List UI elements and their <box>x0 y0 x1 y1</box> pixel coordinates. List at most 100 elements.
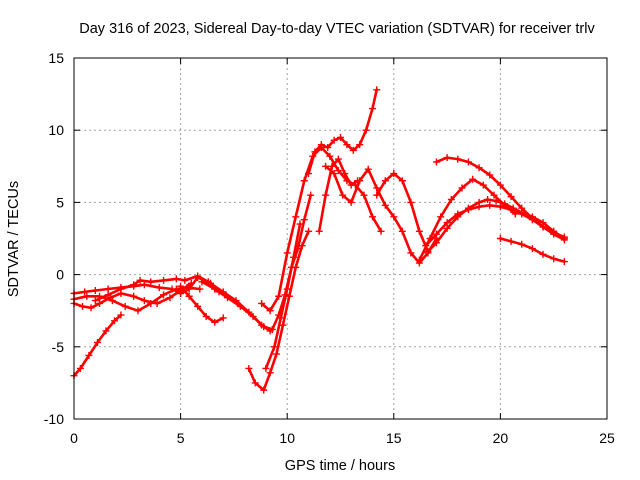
data-point-marker <box>185 285 193 293</box>
data-point-marker <box>277 314 285 322</box>
data-point-marker <box>486 201 494 209</box>
data-point-marker <box>194 273 202 281</box>
data-point-marker <box>539 223 547 231</box>
data-point-marker <box>134 307 142 315</box>
data-point-marker <box>236 302 244 310</box>
x-tick-label: 10 <box>279 430 295 446</box>
data-point-marker <box>458 184 466 192</box>
data-point-marker <box>85 351 93 359</box>
y-tick-label: -10 <box>44 411 64 427</box>
grid-lines <box>74 58 607 419</box>
data-point-marker <box>368 213 376 221</box>
data-point-marker <box>279 321 287 329</box>
data-point-marker <box>194 302 202 310</box>
data-point-marker <box>415 227 423 235</box>
data-point-marker <box>91 286 99 294</box>
series-line-sat-f <box>179 276 272 333</box>
data-point-marker <box>79 302 87 310</box>
data-point-marker <box>102 327 110 335</box>
data-point-marker <box>424 247 432 255</box>
data-point-marker <box>347 198 355 206</box>
data-point-marker <box>432 239 440 247</box>
data-point-marker <box>328 162 336 170</box>
data-point-marker <box>249 312 257 320</box>
series-line-sat-k <box>260 146 383 313</box>
data-point-marker <box>507 237 515 245</box>
data-point-marker <box>390 213 398 221</box>
data-point-marker <box>341 170 349 178</box>
data-point-marker <box>479 181 487 189</box>
data-point-marker <box>285 292 293 300</box>
data-point-marker <box>339 191 347 199</box>
data-point-marker <box>322 191 330 199</box>
data-point-marker <box>398 227 406 235</box>
data-point-marker <box>518 204 526 212</box>
y-tick-label: 15 <box>48 50 64 66</box>
data-point-marker <box>528 245 536 253</box>
data-point-marker <box>153 299 161 307</box>
data-point-marker <box>337 133 344 141</box>
data-point-marker <box>155 284 163 292</box>
data-point-marker <box>108 297 116 305</box>
data-point-marker <box>373 86 381 94</box>
data-point-marker <box>136 276 144 284</box>
data-point-marker <box>356 141 364 149</box>
data-point-marker <box>292 213 300 221</box>
data-point-marker <box>283 285 291 293</box>
data-point-marker <box>292 263 300 271</box>
data-point-marker <box>381 177 389 185</box>
data-point-marker <box>364 165 372 173</box>
data-point-marker <box>140 297 148 305</box>
y-tick-label: 5 <box>56 194 64 210</box>
data-point-marker <box>443 154 451 162</box>
data-point-marker <box>147 278 155 286</box>
data-point-marker <box>475 203 483 211</box>
data-point-marker <box>560 236 568 244</box>
data-point-marker <box>528 214 536 222</box>
x-axis-label: GPS time / hours <box>285 458 395 474</box>
plot-frame <box>73 57 608 420</box>
data-point-marker <box>258 299 266 307</box>
data-point-marker <box>260 386 268 394</box>
data-point-marker <box>511 210 519 218</box>
data-point-marker <box>130 281 138 289</box>
data-point-marker <box>330 136 338 144</box>
data-point-marker <box>315 227 323 235</box>
data-point-marker <box>464 206 472 214</box>
data-point-marker <box>266 369 274 377</box>
data-point-marker <box>322 162 330 170</box>
series-line-sat-i <box>247 230 310 392</box>
axis-ticks: 0 5 10 15 20 25 -10 -5 0 5 10 15 <box>44 50 615 446</box>
data-point-marker <box>211 285 219 293</box>
data-point-marker <box>245 364 253 372</box>
data-point-marker <box>368 105 376 113</box>
data-point-marker <box>334 155 342 163</box>
data-point-marker <box>177 289 185 297</box>
data-point-marker <box>360 191 368 199</box>
series-line-sat-j <box>264 222 302 370</box>
data-point-marker <box>437 213 445 221</box>
chart-title: Day 316 of 2023, Sidereal Day-to-day VTE… <box>79 21 595 37</box>
data-point-marker <box>111 317 119 325</box>
data-point-marker <box>181 276 189 284</box>
data-point-marker <box>330 170 338 178</box>
data-point-marker <box>311 148 319 156</box>
x-tick-label: 25 <box>599 430 615 446</box>
y-tick-label: -5 <box>52 339 65 355</box>
x-tick-label: 5 <box>177 430 185 446</box>
data-point-marker <box>266 307 274 315</box>
data-point-marker <box>317 141 325 149</box>
data-point-marker <box>390 170 398 178</box>
data-point-marker <box>560 258 568 266</box>
series-line-sat-n <box>324 165 438 265</box>
data-point-marker <box>117 285 125 293</box>
data-point-marker <box>290 253 298 261</box>
data-point-marker <box>447 196 455 204</box>
data-point-marker <box>432 158 440 166</box>
data-point-marker <box>362 126 370 134</box>
data-point-marker <box>298 242 306 250</box>
data-point-marker <box>507 193 515 201</box>
data-point-marker <box>324 144 332 152</box>
data-point-marker <box>475 164 483 172</box>
y-tick-label: 0 <box>56 267 64 283</box>
